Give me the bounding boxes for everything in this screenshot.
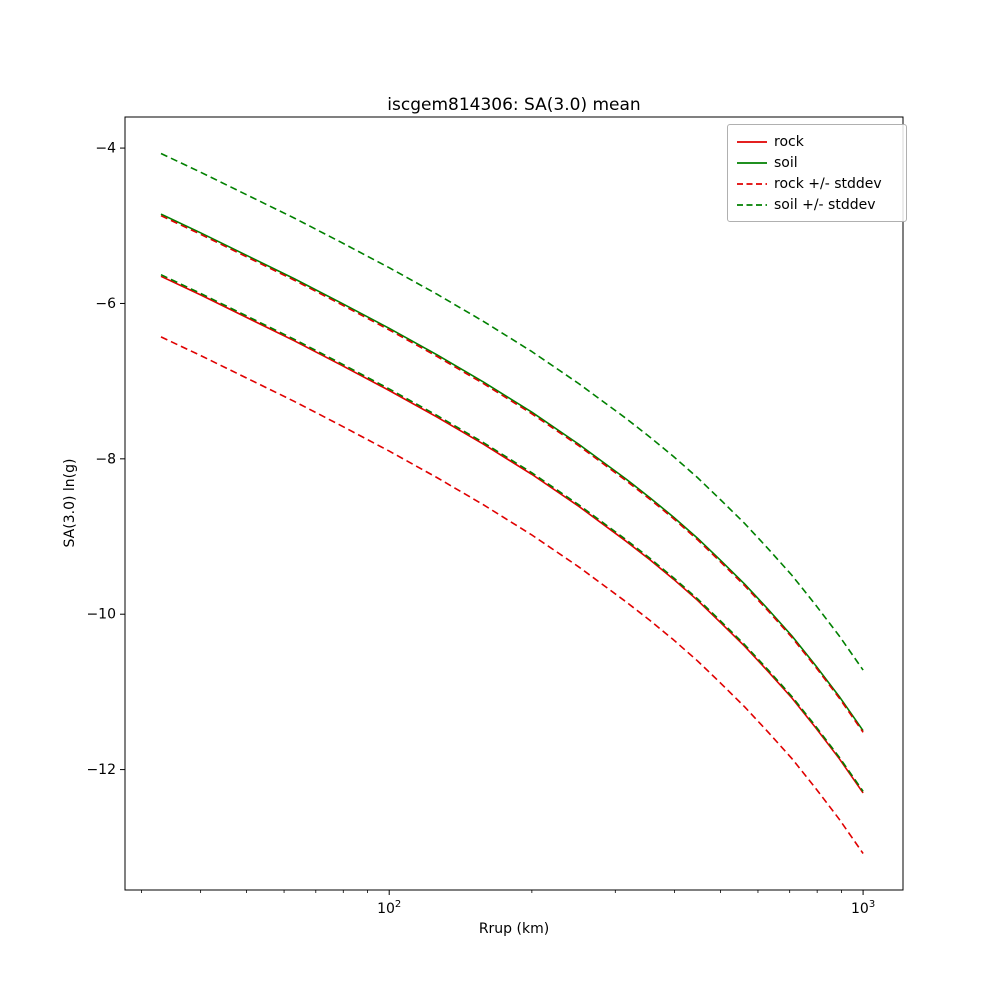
legend-item-soil: soil	[737, 152, 897, 173]
x-tick-label: 102	[377, 899, 401, 917]
legend-item-rock-stddev: rock +/- stddev	[737, 173, 897, 194]
series-soil-line	[160, 213, 864, 732]
series-rock-stddev-lower-line	[160, 336, 864, 854]
series-rock-stddev-upper-line	[160, 214, 864, 733]
legend-label: rock	[774, 133, 804, 150]
chart-title: iscgem814306: SA(3.0) mean	[387, 95, 641, 115]
series-soil-stddev-lower-line	[160, 273, 864, 792]
legend-item-soil-stddev: soil +/- stddev	[737, 194, 897, 215]
x-tick-label: 103	[851, 899, 875, 917]
y-tick-label: −10	[86, 607, 116, 623]
legend-item-rock: rock	[737, 131, 897, 152]
axes-frame	[124, 116, 904, 891]
legend-line-sample-icon	[737, 203, 767, 206]
series-rock-line	[160, 275, 864, 794]
y-tick-label: −4	[95, 141, 116, 157]
y-tick-label: −6	[95, 296, 116, 312]
y-tick-label: −8	[95, 451, 116, 467]
series-soil-stddev-upper-line	[160, 152, 864, 671]
legend-label: rock +/- stddev	[774, 175, 882, 192]
legend-line-sample-icon	[737, 182, 767, 185]
legend-label: soil +/- stddev	[774, 196, 876, 213]
legend-line-sample-icon	[737, 161, 767, 164]
legend-label: soil	[774, 154, 798, 171]
x-axis-label: Rrup (km)	[478, 921, 550, 937]
y-tick-label: −12	[86, 762, 116, 778]
legend-line-sample-icon	[737, 140, 767, 143]
legend: rock soil rock +/- stddev soil +/- stddev	[727, 124, 907, 222]
